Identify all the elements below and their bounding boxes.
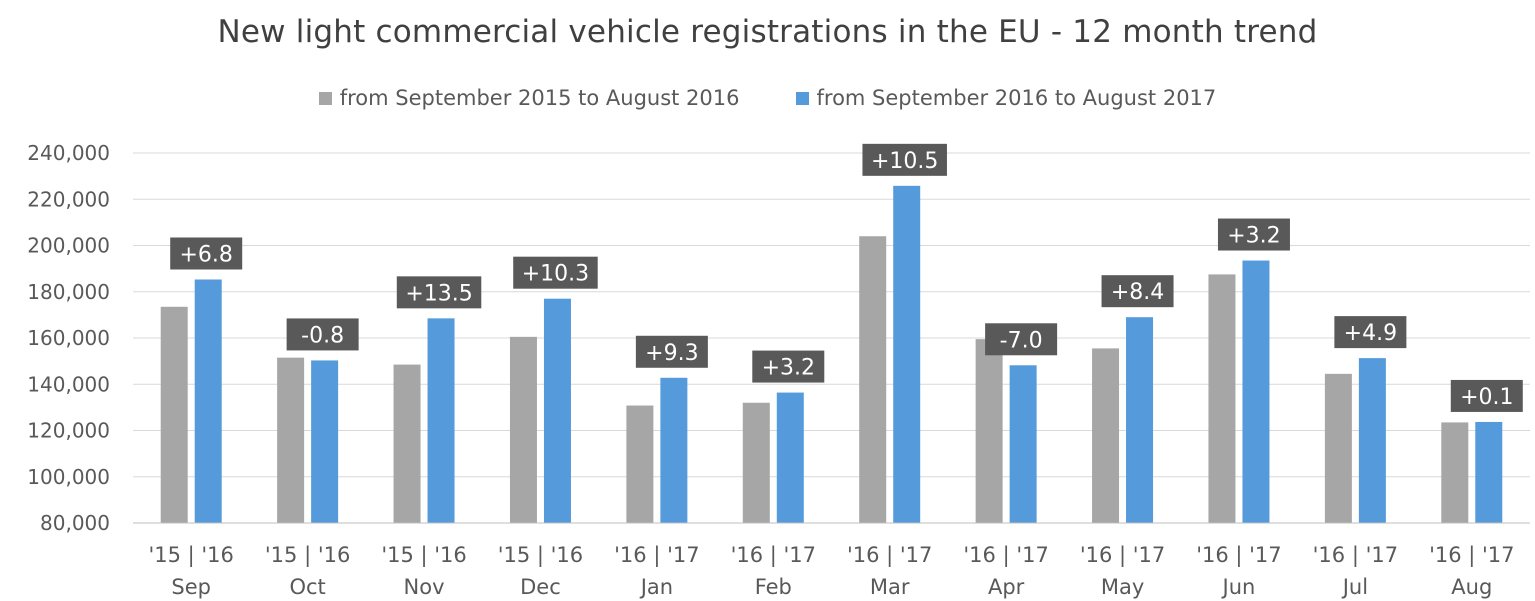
bar-series-1	[393, 364, 421, 523]
y-tick-label: 240,000	[27, 141, 110, 165]
x-month-label: Oct	[289, 575, 325, 599]
change-callout-box	[286, 318, 359, 351]
bar-series-2	[543, 298, 571, 523]
x-year-label: '16 | '17	[847, 543, 932, 568]
change-callout-box	[513, 256, 598, 289]
x-year-label: '15 | '16	[498, 543, 583, 568]
change-callout-box	[752, 350, 825, 383]
x-year-label: '16 | '17	[1196, 543, 1281, 568]
legend-item-series-2: from September 2016 to August 2017	[795, 86, 1217, 110]
bar-series-1	[626, 405, 654, 523]
x-year-label: '16 | '17	[614, 543, 699, 568]
legend-item-series-1: from September 2015 to August 2016	[318, 86, 740, 110]
bar-series-1	[509, 336, 537, 523]
x-year-label: '15 | '16	[148, 543, 233, 568]
x-month-label: Jan	[639, 575, 673, 599]
bar-series-1	[1208, 274, 1236, 523]
bar-series-1	[975, 339, 1003, 523]
x-year-label: '15 | '16	[381, 543, 466, 568]
bar-series-1	[160, 306, 188, 523]
change-callout-box	[170, 237, 243, 270]
bar-series-2	[893, 185, 921, 523]
x-month-label: Feb	[755, 575, 792, 599]
legend-label-series-2: from September 2016 to August 2017	[816, 86, 1217, 110]
x-month-label: Apr	[988, 575, 1025, 599]
bar-series-2	[1475, 421, 1503, 523]
change-callout-label: +9.3	[645, 341, 698, 366]
x-year-label: '15 | '16	[265, 543, 350, 568]
change-callout-label: -0.8	[301, 323, 344, 348]
change-callout-box	[1450, 379, 1523, 412]
change-callout-label: +10.5	[871, 149, 938, 174]
bar-series-1	[859, 236, 887, 523]
x-month-label: Sep	[171, 575, 211, 599]
change-callout-label: -7.0	[1000, 328, 1043, 353]
bar-series-1	[1324, 373, 1352, 523]
x-month-label: Jul	[1341, 575, 1368, 599]
change-callout-box	[396, 276, 482, 309]
change-callout-box	[1334, 316, 1407, 349]
x-month-label: Dec	[520, 575, 561, 599]
y-tick-label: 100,000	[27, 465, 110, 489]
change-callout-label: +4.9	[1344, 321, 1397, 346]
change-callout-label: +3.2	[762, 356, 815, 381]
x-month-label: Mar	[870, 575, 910, 599]
change-callout-box	[1101, 275, 1174, 308]
y-tick-label: 140,000	[27, 372, 110, 396]
x-month-label: Aug	[1451, 575, 1492, 599]
x-year-label: '16 | '17	[731, 543, 816, 568]
change-callout-box	[862, 143, 947, 176]
bar-series-2	[311, 360, 339, 523]
bar-series-2	[776, 392, 804, 523]
y-tick-label: 80,000	[40, 511, 110, 535]
x-year-label: '16 | '17	[1313, 543, 1398, 568]
bar-series-2	[1009, 365, 1037, 523]
y-tick-label: 160,000	[27, 326, 110, 350]
bar-series-1	[277, 357, 305, 523]
bar-series-1	[1441, 422, 1469, 523]
x-year-label: '16 | '17	[1080, 543, 1165, 568]
x-month-label: May	[1101, 575, 1144, 599]
x-month-label: Jun	[1221, 575, 1256, 599]
change-callout-label: +3.2	[1227, 224, 1280, 249]
bar-series-2	[660, 377, 688, 523]
change-callout-label: +13.5	[405, 281, 472, 306]
y-tick-label: 200,000	[27, 234, 110, 258]
legend-swatch-series-1	[318, 91, 332, 105]
change-callout-label: +8.4	[1111, 280, 1164, 305]
chart-legend: from September 2015 to August 2016 from …	[0, 86, 1535, 110]
x-month-label: Nov	[404, 575, 445, 599]
legend-label-series-1: from September 2015 to August 2016	[339, 86, 740, 110]
bar-series-2	[427, 318, 455, 523]
bar-series-2	[1126, 317, 1154, 523]
change-callout-label: +10.3	[522, 262, 589, 287]
change-callout-box	[635, 335, 708, 368]
legend-swatch-series-2	[795, 91, 809, 105]
change-callout-box	[985, 323, 1058, 356]
bar-series-1	[742, 402, 770, 523]
bar-series-2	[194, 279, 222, 523]
y-tick-label: 180,000	[27, 280, 110, 304]
y-tick-label: 120,000	[27, 419, 110, 443]
change-callout-box	[1217, 218, 1290, 251]
x-year-label: '16 | '17	[963, 543, 1048, 568]
bar-series-1	[1092, 348, 1120, 523]
change-callout-label: +6.8	[179, 242, 232, 267]
change-callout-label: +0.1	[1460, 385, 1513, 410]
bar-series-2	[1242, 260, 1270, 523]
chart-title: New light commercial vehicle registratio…	[217, 14, 1318, 50]
x-year-label: '16 | '17	[1429, 543, 1514, 568]
bar-series-2	[1358, 358, 1386, 523]
y-tick-label: 220,000	[27, 187, 110, 211]
